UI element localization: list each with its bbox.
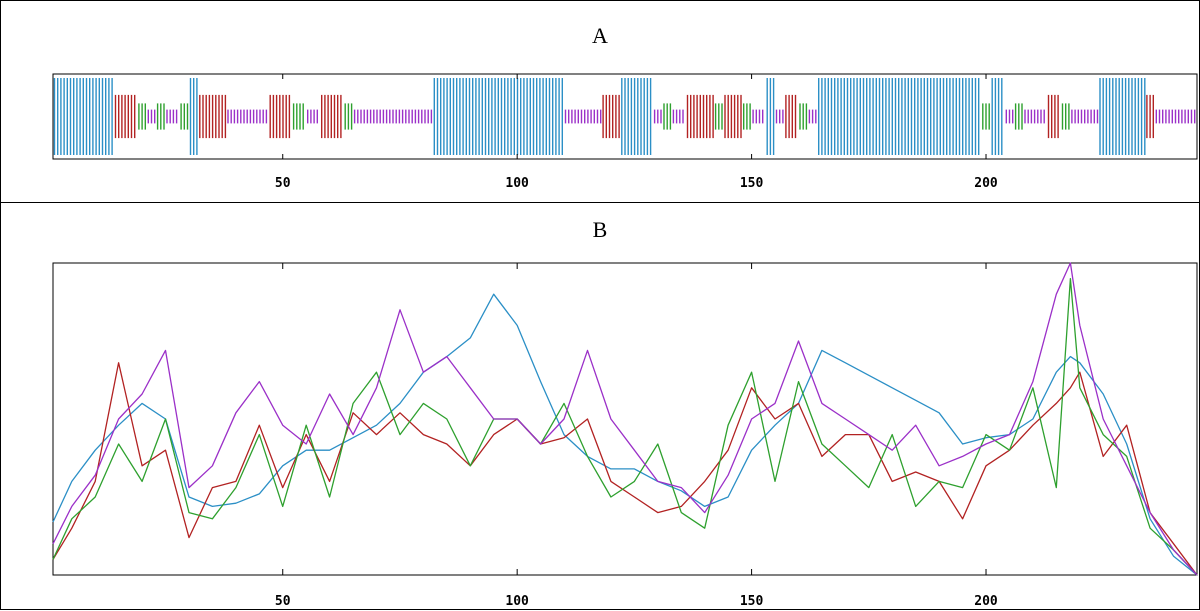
panel-a-label: A (592, 23, 608, 48)
panel-b: B 50 100 150 200 (0, 202, 1200, 610)
segment-purple (564, 109, 602, 124)
segment-green (714, 103, 723, 130)
segment-green (1061, 103, 1070, 130)
x-tick-label: 100 (505, 594, 529, 609)
segment-blue (621, 78, 652, 155)
segment-green (982, 103, 990, 130)
segment-purple (653, 109, 662, 124)
series-line-4 (52, 262, 1198, 576)
segment-green (292, 103, 304, 130)
segment-green (156, 103, 165, 130)
segment-red (724, 94, 742, 139)
segment-red (686, 94, 714, 139)
segment-blue (766, 78, 775, 155)
x-tick-label: 150 (740, 176, 764, 191)
segment-purple (353, 109, 433, 124)
segment-purple (752, 109, 764, 124)
segment-green (663, 103, 672, 130)
x-tick-label: 150 (740, 594, 764, 609)
segment-red (269, 94, 291, 139)
segment-purple (166, 109, 178, 124)
x-tick-label: 50 (275, 594, 291, 609)
segment-chart: 50 100 150 200 (52, 73, 1198, 191)
segment-purple (147, 109, 156, 124)
x-tick-label: 50 (275, 176, 291, 191)
segment-purple (1155, 109, 1196, 124)
segment-blue (189, 78, 198, 155)
segment-purple (808, 109, 817, 124)
segment-purple (227, 109, 268, 124)
segment-purple (1071, 109, 1099, 124)
segment-purple (307, 109, 318, 124)
segment-red (321, 94, 342, 139)
segment-red (1047, 94, 1059, 139)
plot-area (52, 73, 1198, 160)
segment-green (138, 103, 147, 130)
x-tick-label: 100 (505, 176, 529, 191)
segment-blue (433, 78, 563, 155)
segment-green (344, 103, 353, 130)
panel-b-label: B (592, 217, 608, 242)
segment-purple (775, 109, 784, 124)
segment-green (743, 103, 751, 130)
segment-green (180, 103, 189, 130)
segment-red (602, 94, 620, 139)
segment-purple (1024, 109, 1045, 124)
segment-blue (991, 78, 1003, 155)
series-line-3 (52, 277, 1198, 576)
segment-blue (53, 78, 113, 155)
segment-red (114, 94, 136, 139)
segment-green (1014, 103, 1023, 130)
panel-a: A 50 100 150 200 (0, 0, 1200, 203)
segment-red (785, 94, 797, 139)
segment-blue (1099, 78, 1146, 155)
segment-blue (818, 78, 980, 155)
segment-purple (1005, 109, 1014, 124)
series-line-1 (52, 293, 1198, 576)
x-tick-label: 200 (974, 594, 998, 609)
segment-red (199, 94, 227, 139)
x-tick-label: 200 (974, 176, 998, 191)
line-chart: 50 100 150 200 (52, 262, 1198, 609)
plot-area (52, 262, 1198, 576)
segment-red (1146, 94, 1155, 139)
segment-purple (672, 109, 684, 124)
series-line-2 (52, 362, 1198, 576)
segment-green (799, 103, 808, 130)
